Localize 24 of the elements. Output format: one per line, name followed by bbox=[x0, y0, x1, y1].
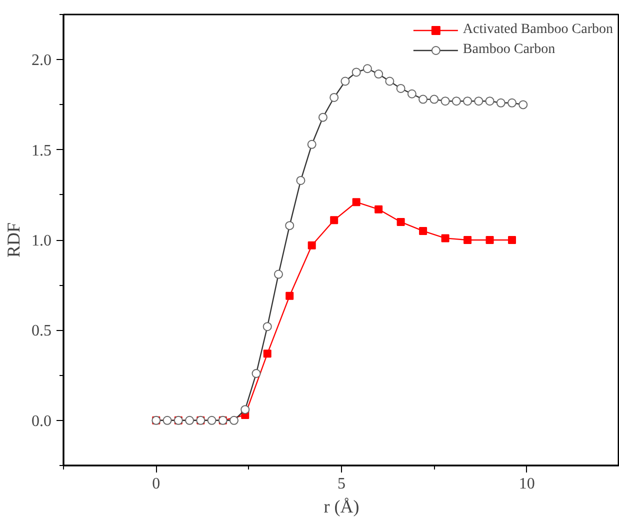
x-axis-title: r (Å) bbox=[324, 496, 360, 516]
point bbox=[396, 218, 405, 226]
point bbox=[486, 236, 494, 244]
y-tick-label: 0.0 bbox=[32, 412, 52, 430]
point bbox=[263, 350, 272, 358]
point bbox=[352, 198, 360, 206]
point bbox=[441, 234, 450, 242]
point bbox=[308, 241, 316, 250]
point bbox=[419, 226, 428, 235]
y-tick-label: 1.0 bbox=[32, 232, 52, 250]
point bbox=[330, 216, 338, 224]
y-tick-label: 0.5 bbox=[32, 322, 52, 340]
y-axis-title: RDF bbox=[4, 222, 24, 258]
y-tick-label: 2.0 bbox=[32, 52, 52, 70]
point bbox=[374, 205, 383, 214]
point bbox=[286, 292, 294, 300]
legend-label: Activated Bamboo Carbon bbox=[462, 22, 613, 38]
x-tick-label: 0 bbox=[152, 476, 160, 492]
point bbox=[464, 236, 472, 244]
point bbox=[508, 236, 516, 244]
x-tick-label: 5 bbox=[338, 476, 346, 492]
y-tick-label: 1.5 bbox=[32, 142, 52, 160]
legend-label: Bamboo Carbon bbox=[462, 42, 556, 58]
x-tick-label: 10 bbox=[518, 476, 535, 492]
